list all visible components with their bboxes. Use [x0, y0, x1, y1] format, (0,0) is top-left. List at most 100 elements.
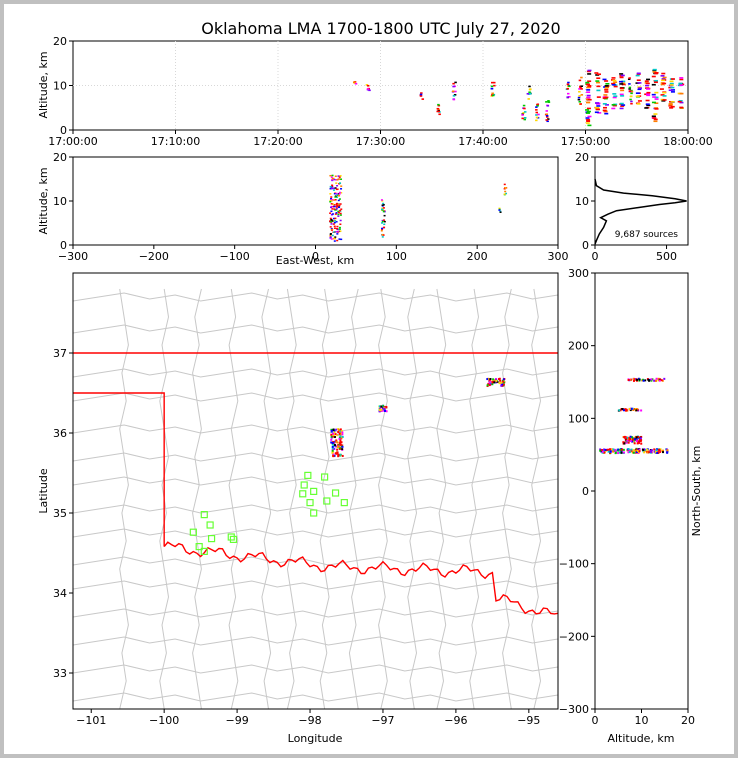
time-height-source: [620, 95, 625, 97]
time-height-source: [585, 112, 590, 114]
time-height-source: [587, 124, 592, 127]
plan-view-source: [332, 435, 335, 438]
time-height-source: [678, 82, 683, 85]
county-line: [73, 368, 558, 378]
ns-height-source: [612, 450, 615, 453]
ew-height-source: [334, 236, 337, 238]
plan-view-source: [502, 378, 505, 381]
time-height-source: [604, 85, 609, 87]
time-height-source: [669, 84, 674, 86]
ew-height-source: [331, 198, 334, 201]
time-height-source: [577, 98, 581, 101]
time-height-source: [611, 107, 616, 110]
time-height-source: [653, 120, 658, 123]
time-height-source: [636, 73, 641, 75]
time-height-source: [547, 101, 551, 103]
latitude-tick-label: 37: [53, 347, 67, 360]
time-height-source: [578, 95, 581, 97]
time-height-source: [585, 117, 590, 119]
ew-height-source: [334, 209, 337, 211]
county-line: [531, 288, 542, 709]
time-height-source: [366, 84, 370, 87]
time-height-source: [547, 100, 550, 102]
lma-station-marker: [306, 499, 314, 507]
plan-view-source: [341, 431, 344, 434]
plan-view-source: [338, 436, 341, 439]
ew-height-source: [329, 201, 332, 203]
plan-view-source: [331, 445, 334, 448]
ew-height-source: [381, 219, 384, 222]
time-height-source: [587, 80, 592, 83]
county-line: [119, 288, 129, 709]
ns-height-source: [614, 448, 617, 451]
ns-ytick-label: 200: [568, 340, 589, 353]
time-height-source: [654, 108, 659, 110]
plan-view-source: [378, 405, 381, 408]
time-height-source: [644, 84, 649, 87]
ew-height-source: [334, 196, 337, 198]
time-height-source: [653, 113, 658, 115]
time-height-xtick-label: 17:50:00: [561, 135, 610, 148]
time-height-source: [652, 117, 657, 119]
ew-height-source: [334, 217, 337, 220]
ew-height-source: [382, 234, 385, 236]
ns-height-source: [640, 439, 643, 442]
plan-view-source: [334, 433, 337, 436]
time-height-source: [679, 106, 684, 109]
county-line: [73, 528, 558, 538]
plan-view-source: [334, 452, 337, 455]
time-height-source: [579, 103, 582, 105]
ns-height-source: [622, 441, 625, 444]
time-height-source: [671, 89, 676, 91]
time-height-source: [546, 120, 549, 123]
time-height-source: [577, 96, 581, 99]
ew-height-source: [380, 199, 383, 201]
time-height-source: [619, 73, 624, 75]
county-line: [469, 288, 480, 709]
time-height-source: [679, 84, 684, 87]
time-height-source: [586, 107, 591, 110]
time-height-source: [490, 85, 494, 88]
time-height-source: [587, 115, 592, 118]
plan-view-source: [336, 451, 339, 454]
ew-height-source: [498, 207, 501, 210]
time-height-source: [536, 104, 539, 106]
plan-view-source: [334, 444, 337, 447]
time-height-source: [521, 113, 524, 115]
ew-height-source: [340, 208, 343, 210]
ew-height-source: [333, 205, 336, 208]
latitude-tick-label: 34: [53, 587, 67, 600]
ns-height-source: [605, 449, 608, 452]
ns-height-source: [666, 450, 669, 453]
time-height-source: [586, 91, 591, 94]
time-height-source: [580, 94, 584, 96]
time-height-source: [545, 114, 549, 117]
ns-height-source: [603, 451, 606, 454]
ns-height-source: [662, 449, 665, 452]
plan-view-source: [331, 451, 334, 454]
time-height-source: [611, 77, 616, 79]
time-height-source: [654, 72, 659, 75]
ew-height-source: [331, 208, 334, 210]
plan-view-source: [340, 437, 343, 440]
ns-height-source: [624, 408, 627, 411]
time-height-source: [579, 86, 582, 89]
time-height-source: [586, 110, 591, 113]
plan-view-source: [383, 407, 386, 410]
ns-height-source: [656, 451, 659, 454]
time-height-source: [645, 92, 650, 95]
lma-station-marker: [331, 489, 340, 497]
time-height-source: [595, 103, 600, 105]
time-height-panel: 17:00:00 17:10:00 17:20:00 17:30:00 17:40:00…: [37, 35, 713, 148]
ns-xtick-label: 10: [635, 714, 649, 727]
time-height-source: [654, 91, 659, 94]
time-height-source: [535, 116, 539, 119]
ns-height-source: [659, 450, 662, 453]
ns-height-source: [625, 441, 628, 444]
ew-height-source: [339, 209, 342, 212]
ew-height-source: [331, 220, 334, 222]
time-height-source: [602, 103, 607, 105]
time-height-source: [668, 89, 673, 92]
ns-height-source: [623, 442, 626, 445]
time-height-source: [528, 88, 532, 91]
